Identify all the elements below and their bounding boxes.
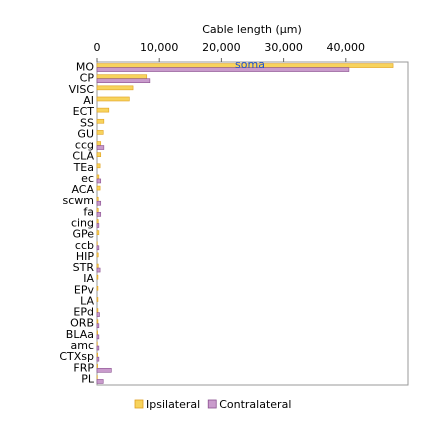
bar [96, 178, 102, 184]
bar [96, 356, 100, 362]
bar [96, 312, 100, 317]
bar [96, 286, 99, 291]
legend-swatch [134, 399, 144, 409]
y-tick-label: ccb [75, 239, 94, 252]
y-tick-label: LA [80, 294, 94, 307]
legend-swatch [207, 399, 217, 409]
bar [96, 379, 104, 384]
y-tick-label: ccg [75, 139, 94, 152]
bar [96, 252, 99, 258]
y-tick-label: FRP [73, 361, 94, 374]
bar [96, 263, 99, 269]
y-tick-label: STR [73, 261, 95, 274]
chart-title: Cable length (µm) [202, 23, 302, 36]
bar [96, 78, 151, 84]
bar [96, 323, 100, 329]
y-tick-label: EPd [73, 306, 94, 319]
bar [96, 212, 102, 217]
y-tick-label: EPv [74, 283, 95, 296]
y-tick-label: ECT [73, 105, 95, 118]
y-tick-label: AI [83, 94, 94, 107]
bar [96, 174, 100, 180]
bar [96, 245, 100, 251]
bar [96, 367, 112, 373]
bar [96, 200, 102, 206]
x-tick-label: 30,000 [264, 41, 303, 54]
legend-label: Contralateral [219, 398, 291, 411]
bar [96, 130, 104, 135]
bar [96, 152, 102, 157]
bar [96, 345, 100, 351]
x-tick-label: 20,000 [202, 41, 241, 54]
y-tick-label: CTXsp [59, 350, 94, 363]
bar [96, 334, 100, 340]
bar [96, 352, 98, 358]
y-tick-label: GU [77, 127, 94, 140]
bar [96, 219, 99, 224]
x-tick-label: 10,000 [140, 41, 179, 54]
bar [96, 85, 134, 91]
bar [96, 74, 148, 80]
bar [96, 208, 99, 213]
bar [96, 196, 99, 202]
plot-area [96, 61, 409, 386]
y-tick-label: CP [80, 72, 95, 85]
y-tick-label: GPe [72, 228, 94, 241]
legend-label: Ipsilateral [146, 398, 200, 411]
y-tick-label: VISC [69, 83, 95, 96]
y-tick-label: ec [81, 172, 94, 185]
y-tick-label: PL [81, 372, 95, 385]
y-tick-label: ACA [71, 183, 94, 196]
y-tick-label: TEa [73, 161, 94, 174]
y-tick-label: ORB [70, 317, 94, 330]
bar [96, 118, 105, 124]
bar [96, 267, 101, 273]
y-tick-label: scwm [63, 194, 95, 207]
bar [96, 363, 98, 369]
bar [96, 308, 99, 313]
bar [96, 96, 130, 102]
bar [96, 297, 99, 302]
bar [96, 163, 101, 169]
bar [96, 141, 102, 146]
y-tick-label: cing [71, 217, 94, 230]
bar [96, 185, 101, 191]
bar [96, 67, 350, 72]
y-tick-label: CLA [72, 150, 94, 163]
bar [96, 230, 100, 235]
bar [96, 330, 98, 336]
bar [96, 107, 110, 113]
bar [96, 319, 99, 325]
y-tick-label: MO [76, 61, 94, 74]
x-tick-label: 0 [94, 41, 101, 54]
y-tick-label: BLAa [66, 328, 94, 341]
bar [96, 274, 99, 280]
y-tick-label: SS [80, 116, 94, 129]
x-tick-label: 40,000 [327, 41, 366, 54]
y-tick-label: IA [83, 272, 94, 285]
bar [96, 145, 105, 150]
y-tick-label: HIP [76, 250, 95, 263]
y-tick-label: amc [70, 339, 94, 352]
bar [96, 223, 100, 228]
y-tick-label: fa [83, 205, 94, 218]
annotation: soma [235, 58, 265, 71]
